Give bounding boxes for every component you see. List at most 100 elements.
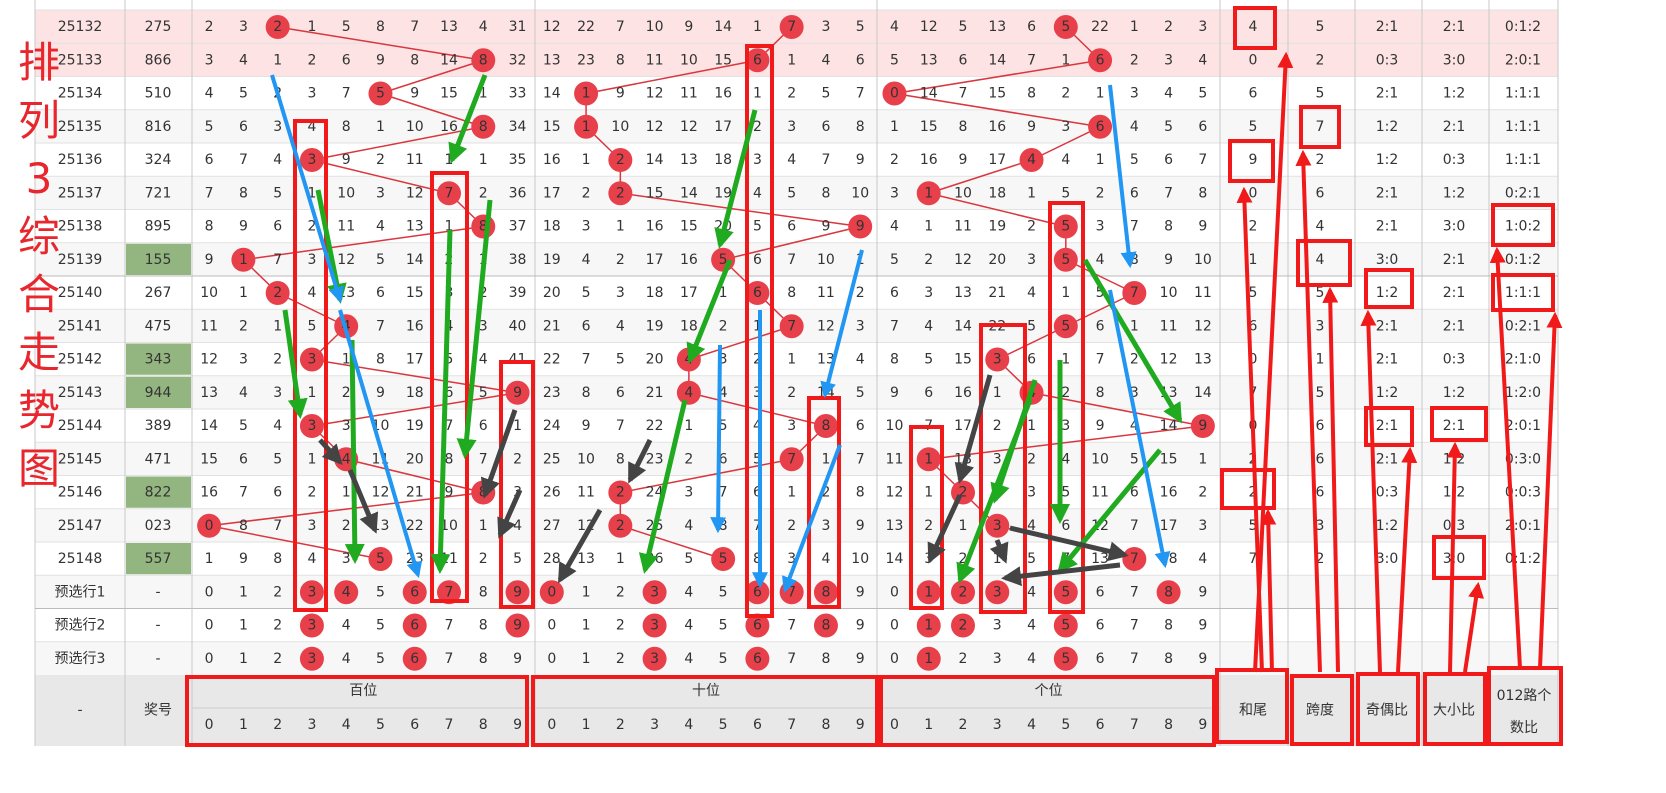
digit-label: 4 bbox=[1027, 717, 1036, 733]
annotation-box bbox=[531, 675, 879, 747]
group-label: 百位 bbox=[349, 683, 377, 699]
miss-count: 5 bbox=[445, 352, 454, 368]
hit-line bbox=[894, 92, 1101, 128]
hit-number: 5 bbox=[1061, 19, 1070, 35]
miss-count: 21 bbox=[543, 318, 561, 334]
miss-count: 4 bbox=[479, 19, 488, 35]
select-digit: 8 bbox=[821, 651, 830, 667]
miss-count: 8 bbox=[959, 119, 968, 135]
miss-count: 5 bbox=[239, 86, 248, 102]
hit-number: 2 bbox=[959, 485, 968, 501]
miss-count: 3 bbox=[821, 518, 830, 534]
header-bg bbox=[35, 675, 1558, 746]
miss-count: 19 bbox=[714, 185, 732, 201]
select-ball bbox=[402, 613, 427, 638]
miss-count: 1 bbox=[1096, 152, 1105, 168]
miss-count: 9 bbox=[205, 252, 214, 268]
select-digit: 1 bbox=[582, 618, 591, 634]
row-bg bbox=[35, 375, 1558, 409]
miss-count: 5 bbox=[821, 86, 830, 102]
stat-header: 012路个数比 bbox=[1496, 688, 1552, 736]
miss-count: 4 bbox=[890, 219, 899, 235]
prize-number: - bbox=[155, 584, 160, 600]
green-arrows bbox=[282, 74, 1183, 584]
hit-number: 9 bbox=[513, 385, 522, 401]
digit-label: 3 bbox=[307, 717, 316, 733]
row-bg bbox=[35, 409, 1558, 443]
digit-label: 1 bbox=[239, 717, 248, 733]
hit-number: 1 bbox=[239, 252, 248, 268]
stat: 7 bbox=[1249, 551, 1258, 567]
miss-count: 5 bbox=[273, 185, 282, 201]
issue: 25147 bbox=[58, 518, 103, 534]
select-digit: 3 bbox=[993, 618, 1002, 634]
miss-count: 2 bbox=[479, 185, 488, 201]
miss-count: 25 bbox=[543, 451, 561, 467]
miss-count: 10 bbox=[406, 119, 424, 135]
select-digit: 4 bbox=[684, 618, 693, 634]
miss-count: 16 bbox=[200, 485, 218, 501]
miss-count: 37 bbox=[509, 219, 527, 235]
miss-count: 1 bbox=[719, 285, 728, 301]
hit-number: 2 bbox=[616, 485, 625, 501]
miss-count: 12 bbox=[1194, 318, 1212, 334]
miss-count: 17 bbox=[680, 285, 698, 301]
digit-label: 2 bbox=[616, 717, 625, 733]
miss-count: 13 bbox=[817, 352, 835, 368]
select-digit: 3 bbox=[650, 651, 659, 667]
miss-count: 1 bbox=[1198, 451, 1207, 467]
miss-count: 12 bbox=[200, 352, 218, 368]
hit-number: 4 bbox=[342, 451, 351, 467]
miss-count: 1 bbox=[582, 152, 591, 168]
miss-count: 4 bbox=[273, 418, 282, 434]
stat: 2:1 bbox=[1376, 86, 1399, 102]
hit-line bbox=[688, 392, 827, 427]
stat-header: 和尾 bbox=[1239, 703, 1267, 719]
miss-count: 1 bbox=[753, 19, 762, 35]
hit-number: 8 bbox=[479, 219, 488, 235]
prize-number: 510 bbox=[145, 86, 172, 102]
miss-count: 1 bbox=[1027, 185, 1036, 201]
miss-count: 9 bbox=[445, 485, 454, 501]
digit-label: 3 bbox=[650, 717, 659, 733]
miss-count: 4 bbox=[513, 518, 522, 534]
miss-count: 40 bbox=[509, 318, 527, 334]
select-digit: 8 bbox=[1164, 651, 1173, 667]
stat: 2:1:0 bbox=[1505, 352, 1541, 368]
select-ball bbox=[985, 580, 1010, 605]
hit-ball bbox=[1019, 148, 1044, 172]
miss-count: 15 bbox=[954, 352, 972, 368]
issue: 25140 bbox=[58, 285, 103, 301]
miss-count: 2 bbox=[993, 418, 1002, 434]
miss-count: 5 bbox=[342, 19, 351, 35]
miss-count: 7 bbox=[1198, 152, 1207, 168]
miss-count: 1 bbox=[959, 518, 968, 534]
miss-count: 22 bbox=[577, 19, 595, 35]
miss-count: 1 bbox=[376, 119, 385, 135]
miss-count: 3 bbox=[856, 318, 865, 334]
select-digit: 9 bbox=[513, 584, 522, 600]
digit-label: 1 bbox=[582, 717, 591, 733]
select-digit: 1 bbox=[582, 584, 591, 600]
stat: 2:1 bbox=[1443, 252, 1466, 268]
select-digit: 7 bbox=[787, 651, 796, 667]
issue: 25139 bbox=[58, 252, 103, 268]
miss-count: 4 bbox=[890, 19, 899, 35]
miss-count: 8 bbox=[856, 485, 865, 501]
annotation-box bbox=[879, 675, 1216, 747]
miss-count: 5 bbox=[1164, 119, 1173, 135]
stat: 2 bbox=[1249, 219, 1258, 235]
prize-number: 343 bbox=[145, 352, 172, 368]
miss-count: 7 bbox=[856, 86, 865, 102]
miss-count: 23 bbox=[577, 52, 595, 68]
stat: 4 bbox=[1316, 219, 1325, 235]
hit-number: 7 bbox=[1130, 551, 1139, 567]
stat: 2:1 bbox=[1376, 19, 1399, 35]
digit-label: 5 bbox=[1061, 717, 1070, 733]
miss-count: 11 bbox=[577, 485, 595, 501]
hit-line bbox=[688, 325, 792, 361]
select-ball bbox=[437, 580, 461, 605]
stat: 0:1:2 bbox=[1505, 19, 1541, 35]
select-digit: 3 bbox=[650, 584, 659, 600]
stat: 1 bbox=[1316, 352, 1325, 368]
